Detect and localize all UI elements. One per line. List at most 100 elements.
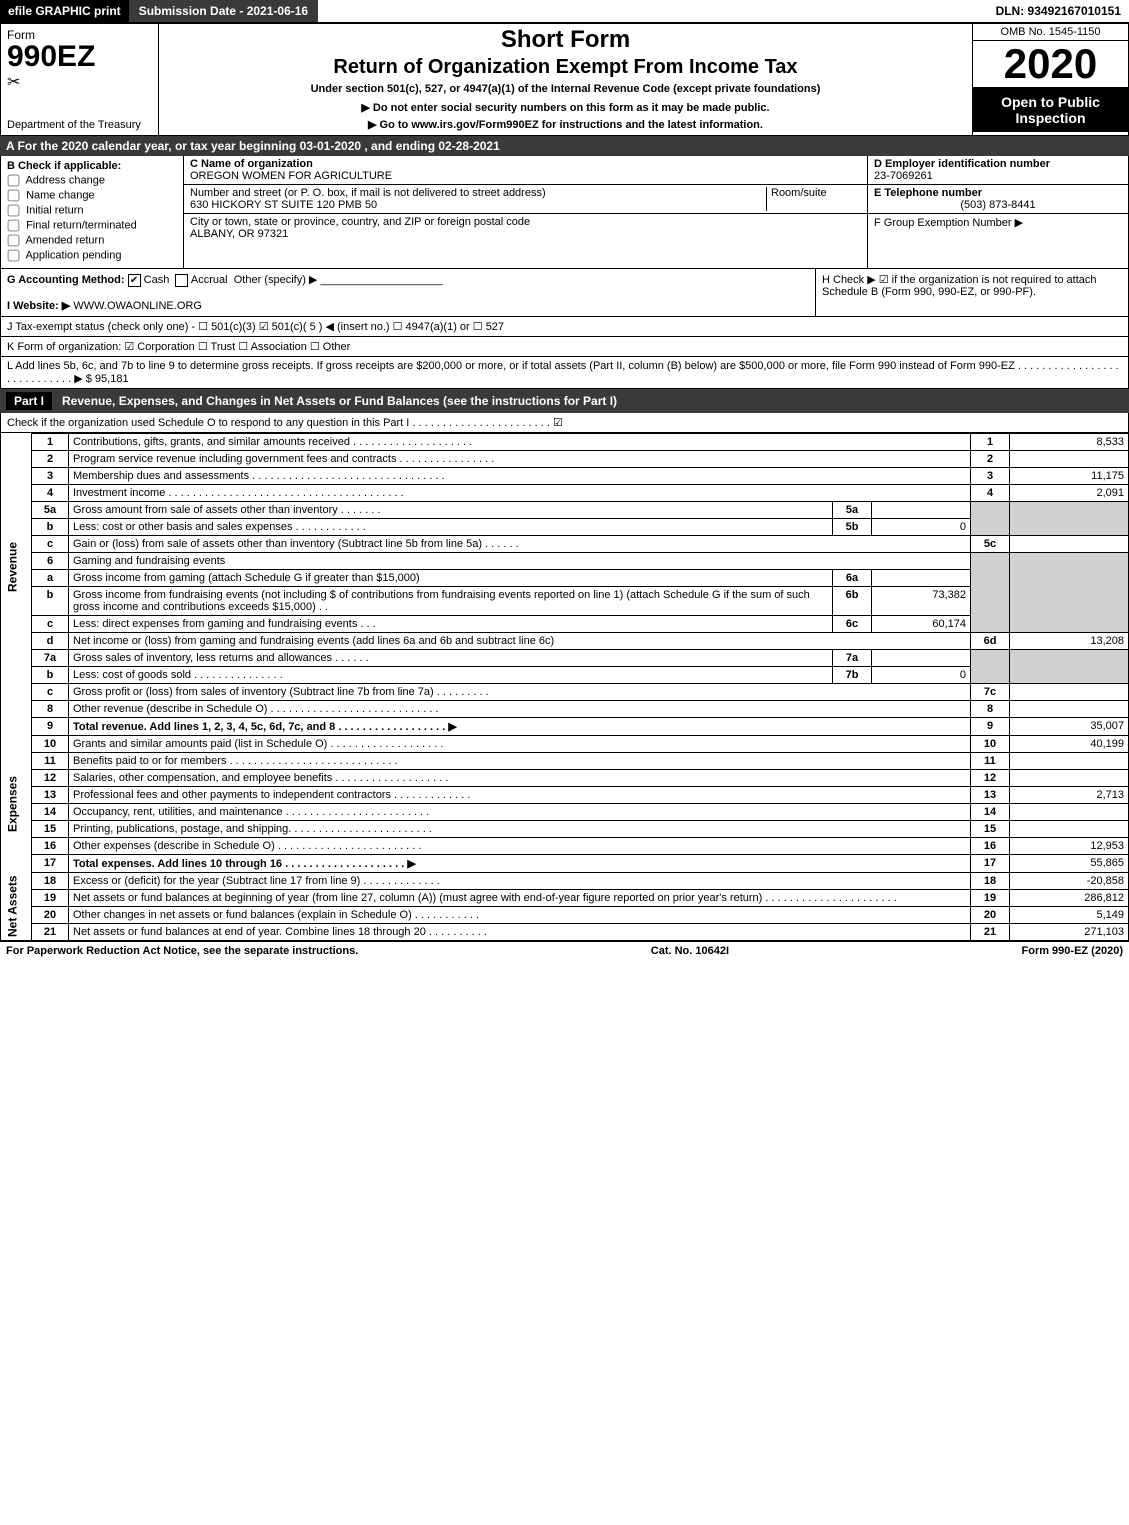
line-19-num: 19 [32,889,69,906]
line-3-ref: 3 [971,467,1010,484]
line-5a-sub: 5a [833,501,872,518]
line-6a-sub: 6a [833,569,872,586]
line-11-ref: 11 [971,752,1010,769]
line-2-amount [1010,450,1129,467]
accounting-method-label: G Accounting Method: [7,274,125,286]
line-19-ref: 19 [971,889,1010,906]
efile-print-button[interactable]: efile GRAPHIC print [0,0,129,22]
line-14-desc: Occupancy, rent, utilities, and maintena… [69,803,971,820]
line-10-amount: 40,199 [1010,735,1129,752]
under-section: Under section 501(c), 527, or 4947(a)(1)… [163,83,968,95]
chk-cash[interactable]: ✔ [128,274,141,287]
line-5c-desc: Gain or (loss) from sale of assets other… [69,535,971,552]
line-3-num: 3 [32,467,69,484]
line-6c-num: c [32,615,69,632]
line-5c-num: c [32,535,69,552]
line-15-num: 15 [32,820,69,837]
line-1-desc: Contributions, gifts, grants, and simila… [69,433,971,450]
line-6d-amount: 13,208 [1010,632,1129,649]
group-exemption-label: F Group Exemption Number ▶ [874,216,1122,229]
room-suite-label: Room/suite [766,187,861,211]
line-5c-ref: 5c [971,535,1010,552]
cash-label: Cash [144,274,170,286]
line-8-ref: 8 [971,700,1010,717]
line-16-num: 16 [32,837,69,854]
line-3-amount: 11,175 [1010,467,1129,484]
footer-right: Form 990-EZ (2020) [1022,945,1123,957]
form-number: 990EZ [7,42,152,72]
line-7b-sub: 7b [833,666,872,683]
line-7a-subval [872,649,971,666]
line-2-desc: Program service revenue including govern… [69,450,971,467]
chk-initial-return[interactable]: Initial return [7,204,177,217]
line-6a-desc: Gross income from gaming (attach Schedul… [69,569,833,586]
line-13-ref: 13 [971,786,1010,803]
line-6b-subval: 73,382 [872,586,971,615]
info-grid: B Check if applicable: Address change Na… [0,156,1129,269]
chk-address-change[interactable]: Address change [7,174,177,187]
line-2-num: 2 [32,450,69,467]
city-label: City or town, state or province, country… [190,216,530,228]
line-15-desc: Printing, publications, postage, and shi… [69,820,971,837]
line-8-amount [1010,700,1129,717]
line-6d-desc: Net income or (loss) from gaming and fun… [69,632,971,649]
top-bar: efile GRAPHIC print Submission Date - 20… [0,0,1129,23]
ein-label: D Employer identification number [874,158,1122,170]
line-6d-num: d [32,632,69,649]
chk-name-change[interactable]: Name change [7,189,177,202]
line-7c-ref: 7c [971,683,1010,700]
ssn-warning: ▶ Do not enter social security numbers o… [163,101,968,114]
line-5c-amount [1010,535,1129,552]
line-6a-num: a [32,569,69,586]
part-1-table: Revenue 1 Contributions, gifts, grants, … [0,433,1129,941]
line-17-ref: 17 [971,854,1010,872]
line-7a-desc: Gross sales of inventory, less returns a… [69,649,833,666]
chk-amended-return[interactable]: Amended return [7,234,177,247]
return-title: Return of Organization Exempt From Incom… [163,56,968,79]
website-value[interactable]: WWW.OWAONLINE.ORG [73,300,202,312]
line-11-desc: Benefits paid to or for members . . . . … [69,752,971,769]
form-header: Form 990EZ ✂ Department of the Treasury … [0,23,1129,136]
chk-accrual[interactable] [175,274,188,287]
line-3-desc: Membership dues and assessments . . . . … [69,467,971,484]
page-footer: For Paperwork Reduction Act Notice, see … [0,941,1129,960]
line-16-desc: Other expenses (describe in Schedule O) … [69,837,971,854]
line-8-desc: Other revenue (describe in Schedule O) .… [69,700,971,717]
period-line-a: A For the 2020 calendar year, or tax yea… [0,136,1129,156]
line-15-amount [1010,820,1129,837]
part-1-title: Revenue, Expenses, and Changes in Net As… [62,394,617,408]
line-7b-subval: 0 [872,666,971,683]
line-9-num: 9 [32,717,69,735]
line-7a-sub: 7a [833,649,872,666]
section-k: K Form of organization: ☑ Corporation ☐ … [0,337,1129,357]
line-6b-num: b [32,586,69,615]
street: 630 HICKORY ST SUITE 120 PMB 50 [190,199,377,211]
chk-application-pending[interactable]: Application pending [7,249,177,262]
line-5a-desc: Gross amount from sale of assets other t… [69,501,833,518]
line-12-amount [1010,769,1129,786]
line-6-desc: Gaming and fundraising events [69,552,971,569]
omb-number: OMB No. 1545-1150 [973,24,1128,41]
section-b: B Check if applicable: Address change Na… [1,156,184,268]
line-1-num: 1 [32,433,69,450]
line-16-ref: 16 [971,837,1010,854]
line-20-ref: 20 [971,906,1010,923]
accrual-label: Accrual [191,274,228,286]
line-4-desc: Investment income . . . . . . . . . . . … [69,484,971,501]
line-9-amount: 35,007 [1010,717,1129,735]
line-10-num: 10 [32,735,69,752]
line-20-desc: Other changes in net assets or fund bala… [69,906,971,923]
dln: DLN: 93492167010151 [988,0,1129,22]
line-14-num: 14 [32,803,69,820]
line-15-ref: 15 [971,820,1010,837]
line-18-amount: -20,858 [1010,872,1129,889]
line-18-ref: 18 [971,872,1010,889]
section-g-h: G Accounting Method: ✔ Cash Accrual Othe… [0,269,1129,317]
line-6c-sub: 6c [833,615,872,632]
chk-final-return[interactable]: Final return/terminated [7,219,177,232]
line-21-ref: 21 [971,923,1010,940]
line-4-amount: 2,091 [1010,484,1129,501]
line-6c-subval: 60,174 [872,615,971,632]
goto-link[interactable]: ▶ Go to www.irs.gov/Form990EZ for instru… [163,118,968,131]
line-2-ref: 2 [971,450,1010,467]
